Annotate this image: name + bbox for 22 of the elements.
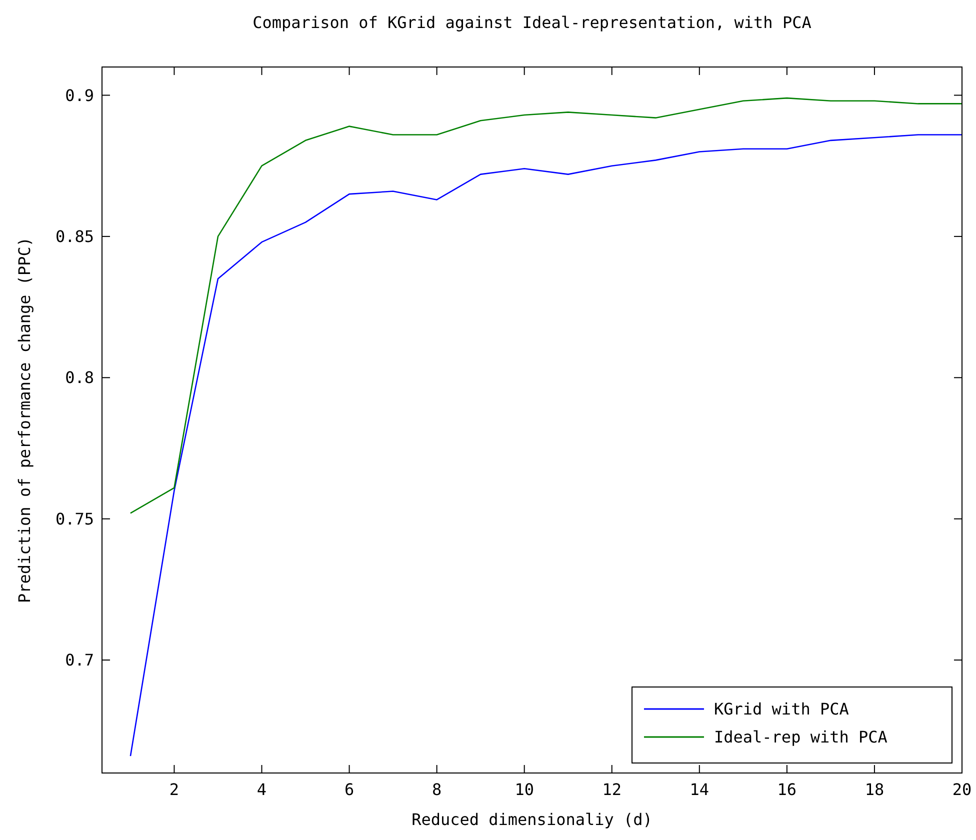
x-tick-label: 16 bbox=[777, 780, 797, 799]
x-axis-title: Reduced dimensionaliy (d) bbox=[412, 810, 652, 829]
y-axis-title: Prediction of performance change (PPC) bbox=[15, 236, 34, 604]
x-tick-label: 2 bbox=[169, 780, 180, 799]
y-tick-label: 0.85 bbox=[55, 227, 94, 246]
y-tick-label: 0.75 bbox=[55, 509, 94, 528]
y-tick-label: 0.7 bbox=[65, 650, 94, 670]
legend-label: Ideal-rep with PCA bbox=[714, 728, 888, 747]
x-tick-label: 10 bbox=[514, 780, 534, 799]
y-tick-label: 0.9 bbox=[65, 86, 94, 105]
legend-label: KGrid with PCA bbox=[714, 700, 850, 719]
x-tick-label: 12 bbox=[602, 780, 622, 799]
line-series bbox=[130, 97, 963, 514]
x-tick-label: 4 bbox=[256, 780, 267, 799]
x-tick-label: 8 bbox=[432, 780, 442, 799]
x-tick-label: 20 bbox=[952, 780, 972, 799]
line-series bbox=[130, 134, 963, 757]
chart-title: Comparison of KGrid against Ideal-representation, with PCA bbox=[252, 13, 812, 32]
x-tick-label: 6 bbox=[344, 780, 354, 799]
x-tick-label: 14 bbox=[690, 780, 710, 799]
x-tick-label: 18 bbox=[864, 780, 884, 799]
y-tick-label: 0.8 bbox=[65, 368, 94, 388]
